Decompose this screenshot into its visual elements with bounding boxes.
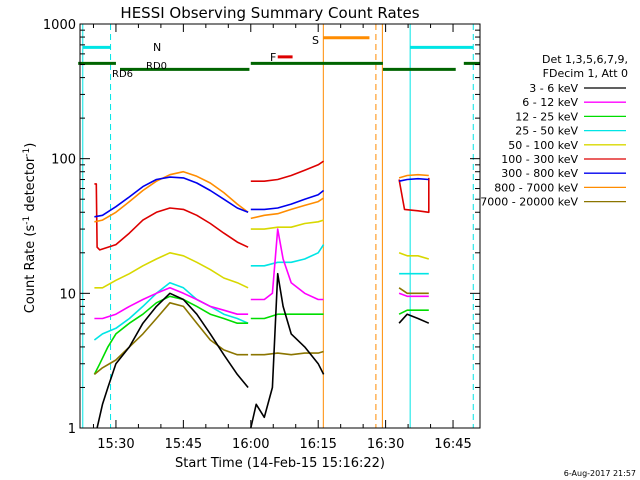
plot-area (78, 24, 480, 429)
flag-label-rd0: RD0 (146, 61, 167, 72)
series-line-4-seg-1 (250, 244, 325, 267)
series-line-0-seg-0 (94, 183, 249, 251)
series-line-3-seg-2 (398, 252, 430, 260)
y-tick-label-1: 10 (59, 287, 76, 302)
series-line-1-seg-0 (94, 170, 249, 223)
series-line-3-seg-0 (94, 252, 249, 289)
series-line-6-seg-2 (398, 309, 429, 315)
vertical-markers (82, 24, 474, 428)
legend-label-1: 6 - 12 keV (522, 96, 578, 109)
y-axis-label-part3: ) (23, 143, 38, 148)
series-line-8-seg-1 (250, 272, 325, 429)
y-tick-label-3: 1000 (43, 18, 76, 33)
legend-label-2: 12 - 25 keV (515, 110, 578, 123)
flag-bars (78, 36, 480, 71)
y-tick-label-0: 1 (68, 422, 76, 437)
series-line-0-seg-1 (250, 160, 325, 182)
series-line-7-seg-0 (93, 302, 249, 376)
series-line-5-seg-0 (94, 287, 249, 320)
series-line-8-seg-2 (398, 313, 430, 324)
series-line-5-seg-2 (398, 292, 429, 298)
plot-frame (79, 23, 481, 429)
y-axis-label: Count Rate (s-1 detector-1) (22, 143, 38, 314)
series-line-4-seg-0 (93, 281, 249, 341)
legend-label-6: 300 - 800 keV (501, 167, 578, 180)
flag-label-n: N (153, 41, 161, 54)
y-tick-label-2: 100 (51, 153, 76, 168)
legend-label-3: 25 - 50 keV (515, 125, 578, 138)
x-tick-label-5: 16:45 (434, 437, 471, 452)
legend: Det 1,3,5,6,7,9, FDecim 1, Att 0 3 - 6 k… (480, 53, 628, 209)
flag-label-f: F (270, 51, 276, 64)
x-tick-label-3: 16:15 (299, 437, 336, 452)
chart-title: HESSI Observing Summary Count Rates (120, 4, 419, 22)
legend-header-1: Det 1,3,5,6,7,9, (542, 53, 628, 66)
legend-label-8: 7000 - 20000 keV (480, 196, 578, 209)
flag-label-s: S (312, 34, 319, 47)
series-line-6-seg-1 (250, 313, 324, 320)
x-tick-label-1: 15:45 (165, 437, 202, 452)
y-axis-ticks: 1 10 100 1000 (43, 18, 480, 437)
series-line-2-seg-2 (398, 177, 429, 182)
series-line-3-seg-1 (250, 219, 324, 230)
y-axis-label-part1: Count Rate (s (23, 225, 38, 314)
series-line-7-seg-2 (398, 287, 429, 295)
legend-label-0: 3 - 6 keV (529, 82, 578, 95)
series-line-0-seg-2 (398, 177, 430, 214)
y-axis-label-sup1: -1 (22, 216, 32, 225)
series-line-5-seg-1 (250, 228, 324, 301)
series-lines (93, 160, 430, 429)
x-axis-ticks: 15:30 15:45 16:00 16:15 16:30 16:45 (92, 24, 472, 452)
flag-label-rd6: RD6 (112, 69, 133, 80)
legend-label-4: 50 - 100 keV (508, 139, 578, 152)
series-line-1-seg-2 (398, 173, 429, 179)
legend-label-7: 800 - 7000 keV (494, 181, 578, 194)
legend-label-5: 100 - 300 keV (501, 153, 578, 166)
y-axis-label-part2: detector (23, 156, 38, 216)
flag-labels: N S F RD0 RD6 (112, 34, 319, 80)
series-line-2-seg-1 (250, 189, 325, 211)
x-tick-label-4: 16:30 (367, 437, 404, 452)
series-line-1-seg-1 (250, 197, 325, 220)
series-line-7-seg-1 (250, 350, 324, 356)
series-line-8-seg-0 (96, 292, 249, 429)
x-tick-label-0: 15:30 (97, 437, 134, 452)
x-axis-label: Start Time (14-Feb-15 15:16:22) (175, 456, 385, 471)
legend-header-2: FDecim 1, Att 0 (543, 67, 628, 80)
series-line-2-seg-0 (94, 176, 249, 218)
x-tick-label-2: 16:00 (232, 437, 269, 452)
footer-timestamp: 6-Aug-2017 21:57 (564, 469, 636, 478)
y-axis-label-sup2: -1 (22, 148, 32, 157)
